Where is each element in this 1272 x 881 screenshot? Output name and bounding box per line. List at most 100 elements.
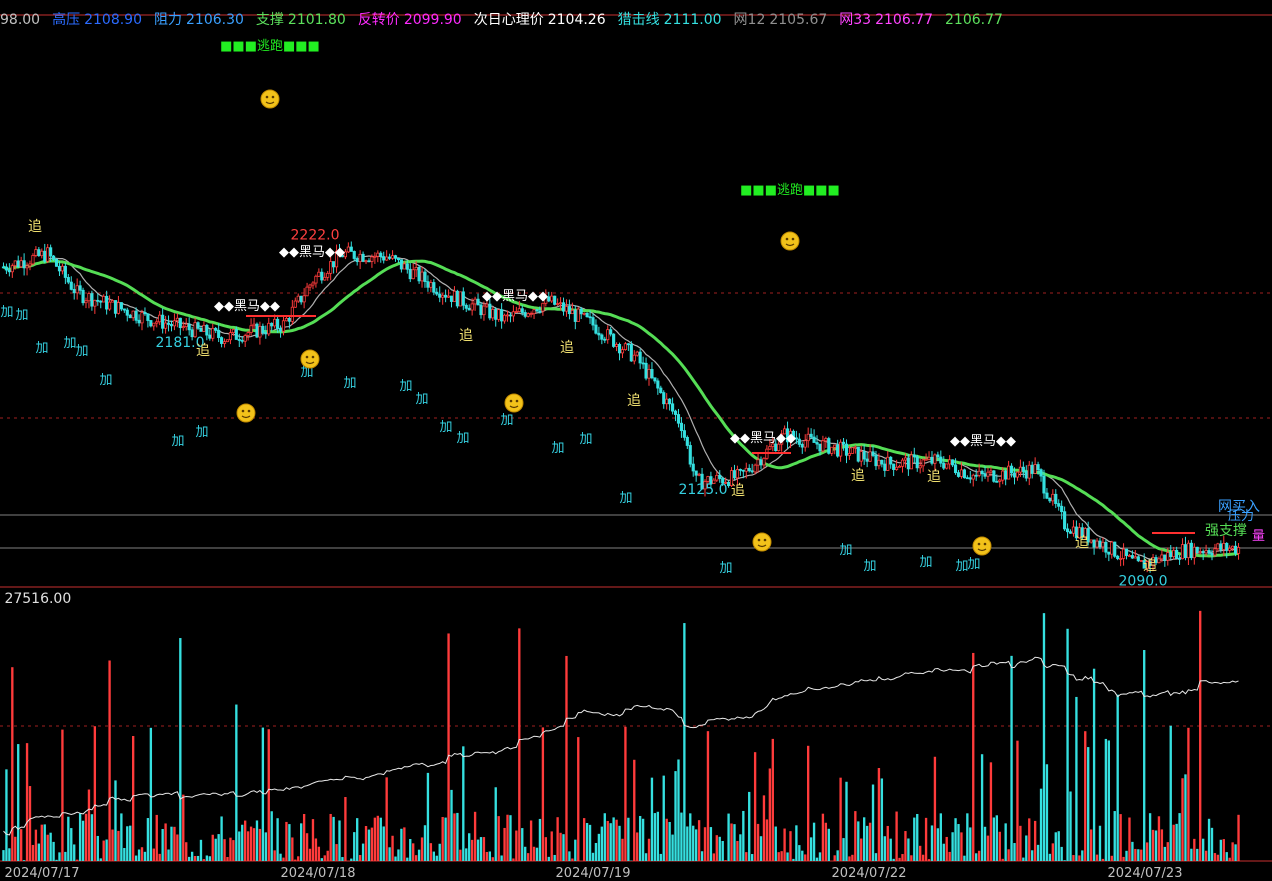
- volume-bar: [948, 851, 951, 861]
- volume-bar: [22, 860, 26, 861]
- volume-bar: [960, 832, 963, 861]
- candle: [1080, 527, 1084, 538]
- volume-bar: [718, 836, 721, 861]
- candle: [190, 329, 194, 338]
- candle: [482, 305, 486, 316]
- add-signal: 加: [0, 305, 13, 320]
- candle: [393, 255, 398, 259]
- candle: [809, 433, 813, 438]
- volume-bar: [904, 831, 907, 861]
- volume-bar: [1210, 827, 1214, 861]
- emoji-icon: [300, 349, 320, 369]
- volume-bar: [129, 825, 132, 861]
- price-extreme-label: 2090.0: [1119, 574, 1168, 590]
- candle: [556, 303, 560, 305]
- chase-signal: 追: [627, 393, 641, 409]
- volume-bar: [1181, 778, 1184, 861]
- candle: [818, 443, 822, 452]
- volume-bar: [907, 838, 910, 861]
- volume-bar: [927, 859, 931, 861]
- volume-bar: [745, 852, 748, 861]
- volume-bar: [205, 855, 209, 861]
- header-indicator-label: 反转价: [357, 12, 400, 28]
- header-indicator: 猎击线 2111.00: [618, 12, 728, 28]
- volume-bar: [1031, 850, 1034, 861]
- volume-bar: [886, 825, 889, 861]
- volume-bar: [1157, 816, 1161, 861]
- candle: [246, 332, 250, 336]
- volume-bar: [748, 791, 751, 861]
- volume-bar: [120, 813, 123, 861]
- candle: [948, 459, 952, 465]
- volume-bar: [1134, 848, 1137, 861]
- volume-bar: [414, 855, 418, 861]
- candle: [1060, 505, 1064, 513]
- volume-bar: [954, 818, 957, 861]
- candle: [579, 308, 583, 315]
- candle: [550, 295, 554, 302]
- candle: [423, 271, 427, 283]
- volume-bar: [774, 826, 777, 861]
- candle: [853, 446, 857, 449]
- volume-bar: [1140, 849, 1143, 861]
- header-indicator: 网12 2105.67: [734, 12, 834, 28]
- volume-bar: [518, 628, 521, 861]
- volume-bar: [526, 853, 530, 861]
- volume-bar: [780, 851, 783, 861]
- candle: [140, 312, 144, 324]
- volume-bar: [969, 827, 972, 861]
- add-signal: 加: [171, 434, 184, 449]
- volume-bar: [627, 817, 630, 861]
- volume-bar: [500, 855, 503, 861]
- volume-bar: [612, 817, 615, 861]
- volume-bar: [332, 816, 335, 861]
- candle: [164, 322, 168, 329]
- volume-bar: [804, 854, 807, 861]
- candle: [927, 456, 931, 460]
- volume-bar: [456, 812, 459, 861]
- candle: [1071, 526, 1076, 534]
- volume-bar: [1013, 843, 1016, 861]
- candle: [502, 314, 507, 322]
- volume-bar: [577, 737, 580, 861]
- volume-bar: [916, 813, 919, 861]
- candle: [514, 311, 518, 313]
- price-extreme-label: 2125.0: [679, 482, 728, 498]
- candle: [228, 332, 233, 341]
- volume-bar: [1022, 857, 1025, 861]
- candle: [780, 433, 784, 445]
- candle: [827, 438, 831, 454]
- candle: [609, 329, 613, 335]
- candle: [346, 246, 350, 253]
- candle: [40, 250, 44, 257]
- volume-bar: [350, 858, 353, 861]
- dark-horse-signal: ◆◆黑马◆◆: [482, 289, 548, 304]
- add-signal: 加: [719, 561, 732, 576]
- candle: [850, 447, 854, 454]
- volume-bar: [2, 850, 5, 861]
- volume-bar: [694, 829, 698, 861]
- volume-bar: [25, 743, 29, 861]
- candle: [1004, 470, 1008, 480]
- candle: [37, 249, 41, 257]
- volume-bar: [1098, 825, 1102, 861]
- candle: [1172, 549, 1176, 558]
- volume-bar: [1199, 610, 1202, 861]
- candle: [376, 252, 380, 257]
- candle: [553, 295, 557, 305]
- emoji-mouth-icon: [757, 544, 767, 548]
- volume-bar: [863, 817, 866, 861]
- volume-bar: [1007, 849, 1010, 861]
- volume-bar: [308, 848, 312, 861]
- candle: [485, 303, 489, 307]
- add-signal: 加: [955, 559, 968, 574]
- volume-bar: [1113, 811, 1116, 861]
- candle: [903, 457, 908, 461]
- volume-bar: [1216, 854, 1220, 861]
- volume-bar: [252, 828, 256, 861]
- volume-bar: [264, 832, 267, 861]
- candle: [305, 286, 309, 297]
- emoji-eye-icon: [265, 95, 269, 99]
- volume-bar: [992, 817, 996, 861]
